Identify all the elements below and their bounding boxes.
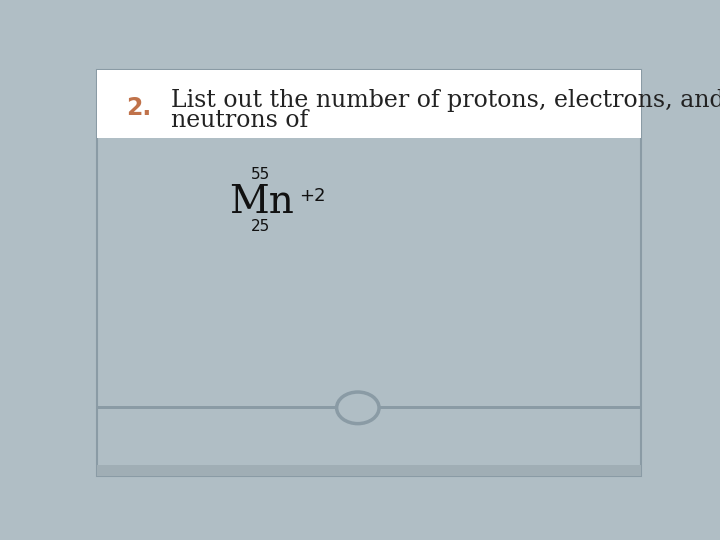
Text: List out the number of protons, electrons, and: List out the number of protons, electron…: [171, 89, 720, 112]
Bar: [96, 70, 642, 138]
Circle shape: [337, 392, 379, 424]
FancyBboxPatch shape: [96, 70, 642, 476]
Text: 25: 25: [251, 219, 270, 234]
Text: +2: +2: [300, 187, 325, 205]
Text: Mn: Mn: [230, 184, 294, 220]
Text: 55: 55: [251, 167, 270, 183]
Bar: [96, 406, 642, 409]
Bar: [96, 465, 642, 476]
Text: 2.: 2.: [126, 97, 151, 120]
Text: neutrons of: neutrons of: [171, 110, 308, 132]
